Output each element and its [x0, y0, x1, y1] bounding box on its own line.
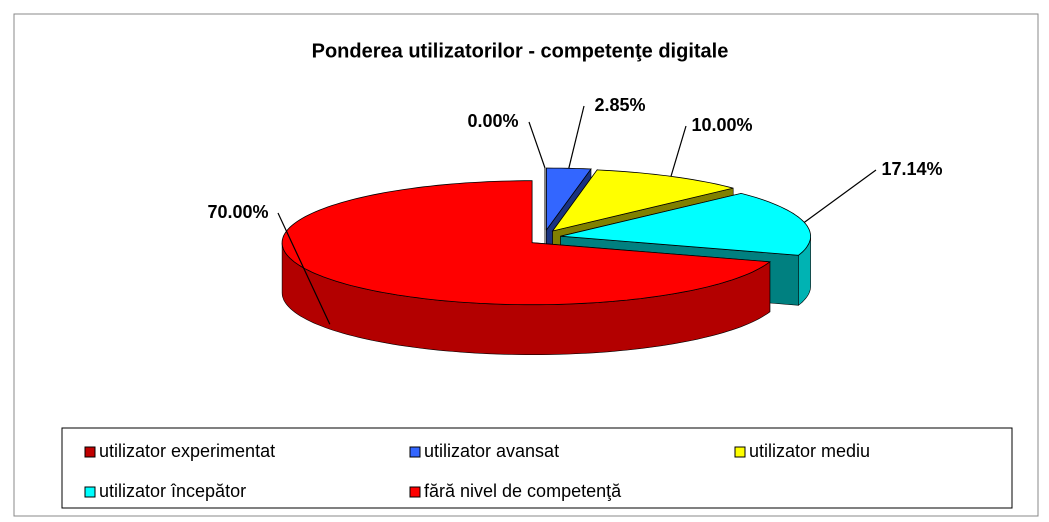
slice — [551, 169, 734, 232]
legend-box — [61, 427, 1013, 509]
data-label: 2.85% — [594, 95, 645, 115]
legend-label: fără nivel de competenţă — [424, 481, 622, 501]
legend-swatch — [84, 446, 96, 458]
legend-swatch — [734, 446, 746, 458]
legend-label: utilizator avansat — [424, 441, 559, 461]
leader-line — [670, 125, 687, 177]
legend-label: utilizator mediu — [749, 441, 870, 461]
legend-label: utilizator începător — [99, 481, 246, 501]
leader-line — [528, 121, 546, 169]
chart-title: Ponderea utilizatorilor - competenţe dig… — [312, 40, 729, 62]
data-label: 17.14% — [881, 159, 942, 179]
legend-swatch — [84, 486, 96, 498]
legend-label: utilizator experimentat — [99, 441, 275, 461]
leader-line — [803, 169, 877, 223]
slice — [281, 180, 772, 306]
legend-swatch — [409, 486, 421, 498]
data-label: 10.00% — [691, 115, 752, 135]
legend-swatch — [409, 446, 421, 458]
leader-line — [277, 212, 331, 325]
data-label: 0.00% — [467, 111, 518, 131]
data-label: 70.00% — [207, 202, 268, 222]
leader-line — [568, 105, 585, 169]
